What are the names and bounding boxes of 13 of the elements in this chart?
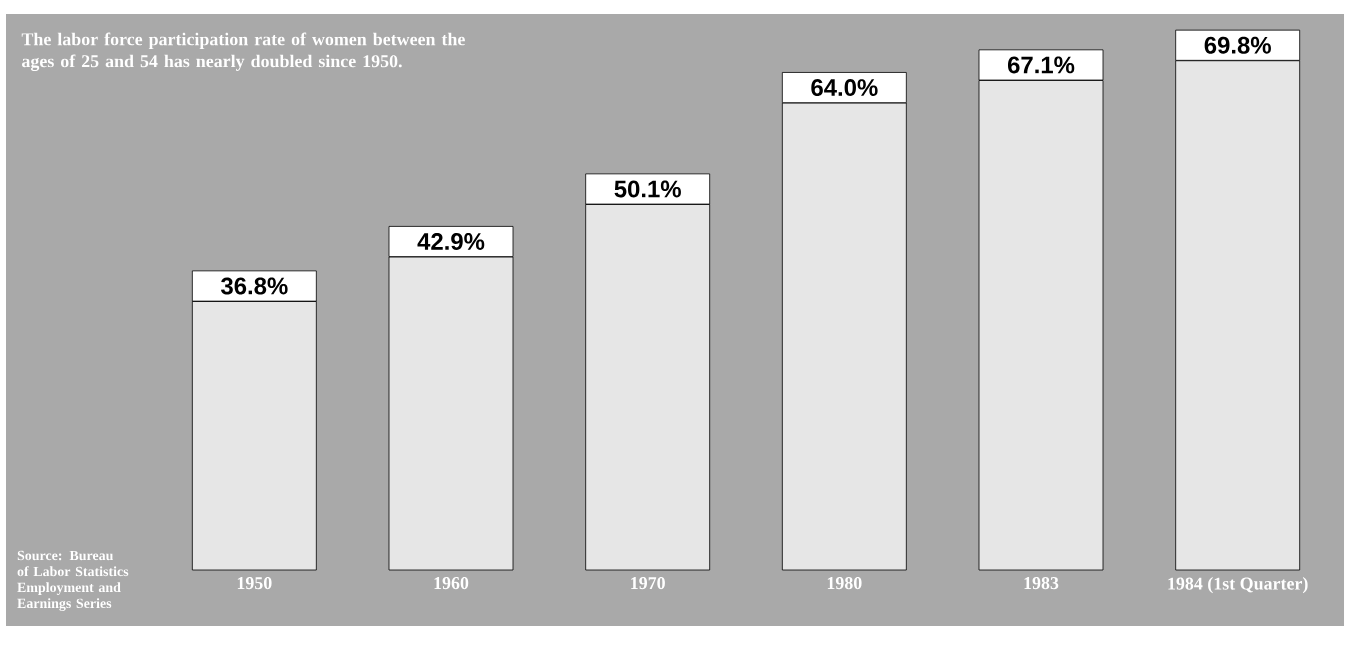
chart-title: The labor force participation rate of women between the ages of 25 and 54 has nearly doubled since 1950. (21, 32, 465, 72)
data-label: 69.8% (1204, 36, 1271, 54)
data-label: 67.1% (1007, 56, 1075, 74)
data-label: 36.8% (221, 277, 288, 295)
data-label: 42.9% (417, 233, 485, 250)
x-tick-label: 1983 (1024, 577, 1059, 590)
x-tick-label: 1980 (827, 577, 862, 590)
x-tick-label: 1984 (1st Quarter) (1168, 577, 1308, 594)
x-tick-label: 1960 (434, 577, 469, 590)
data-label: 64.0% (811, 79, 878, 96)
data-label: 50.1% (614, 180, 681, 198)
x-tick-label: 1970 (631, 577, 665, 590)
x-tick-label: 1950 (237, 577, 272, 590)
